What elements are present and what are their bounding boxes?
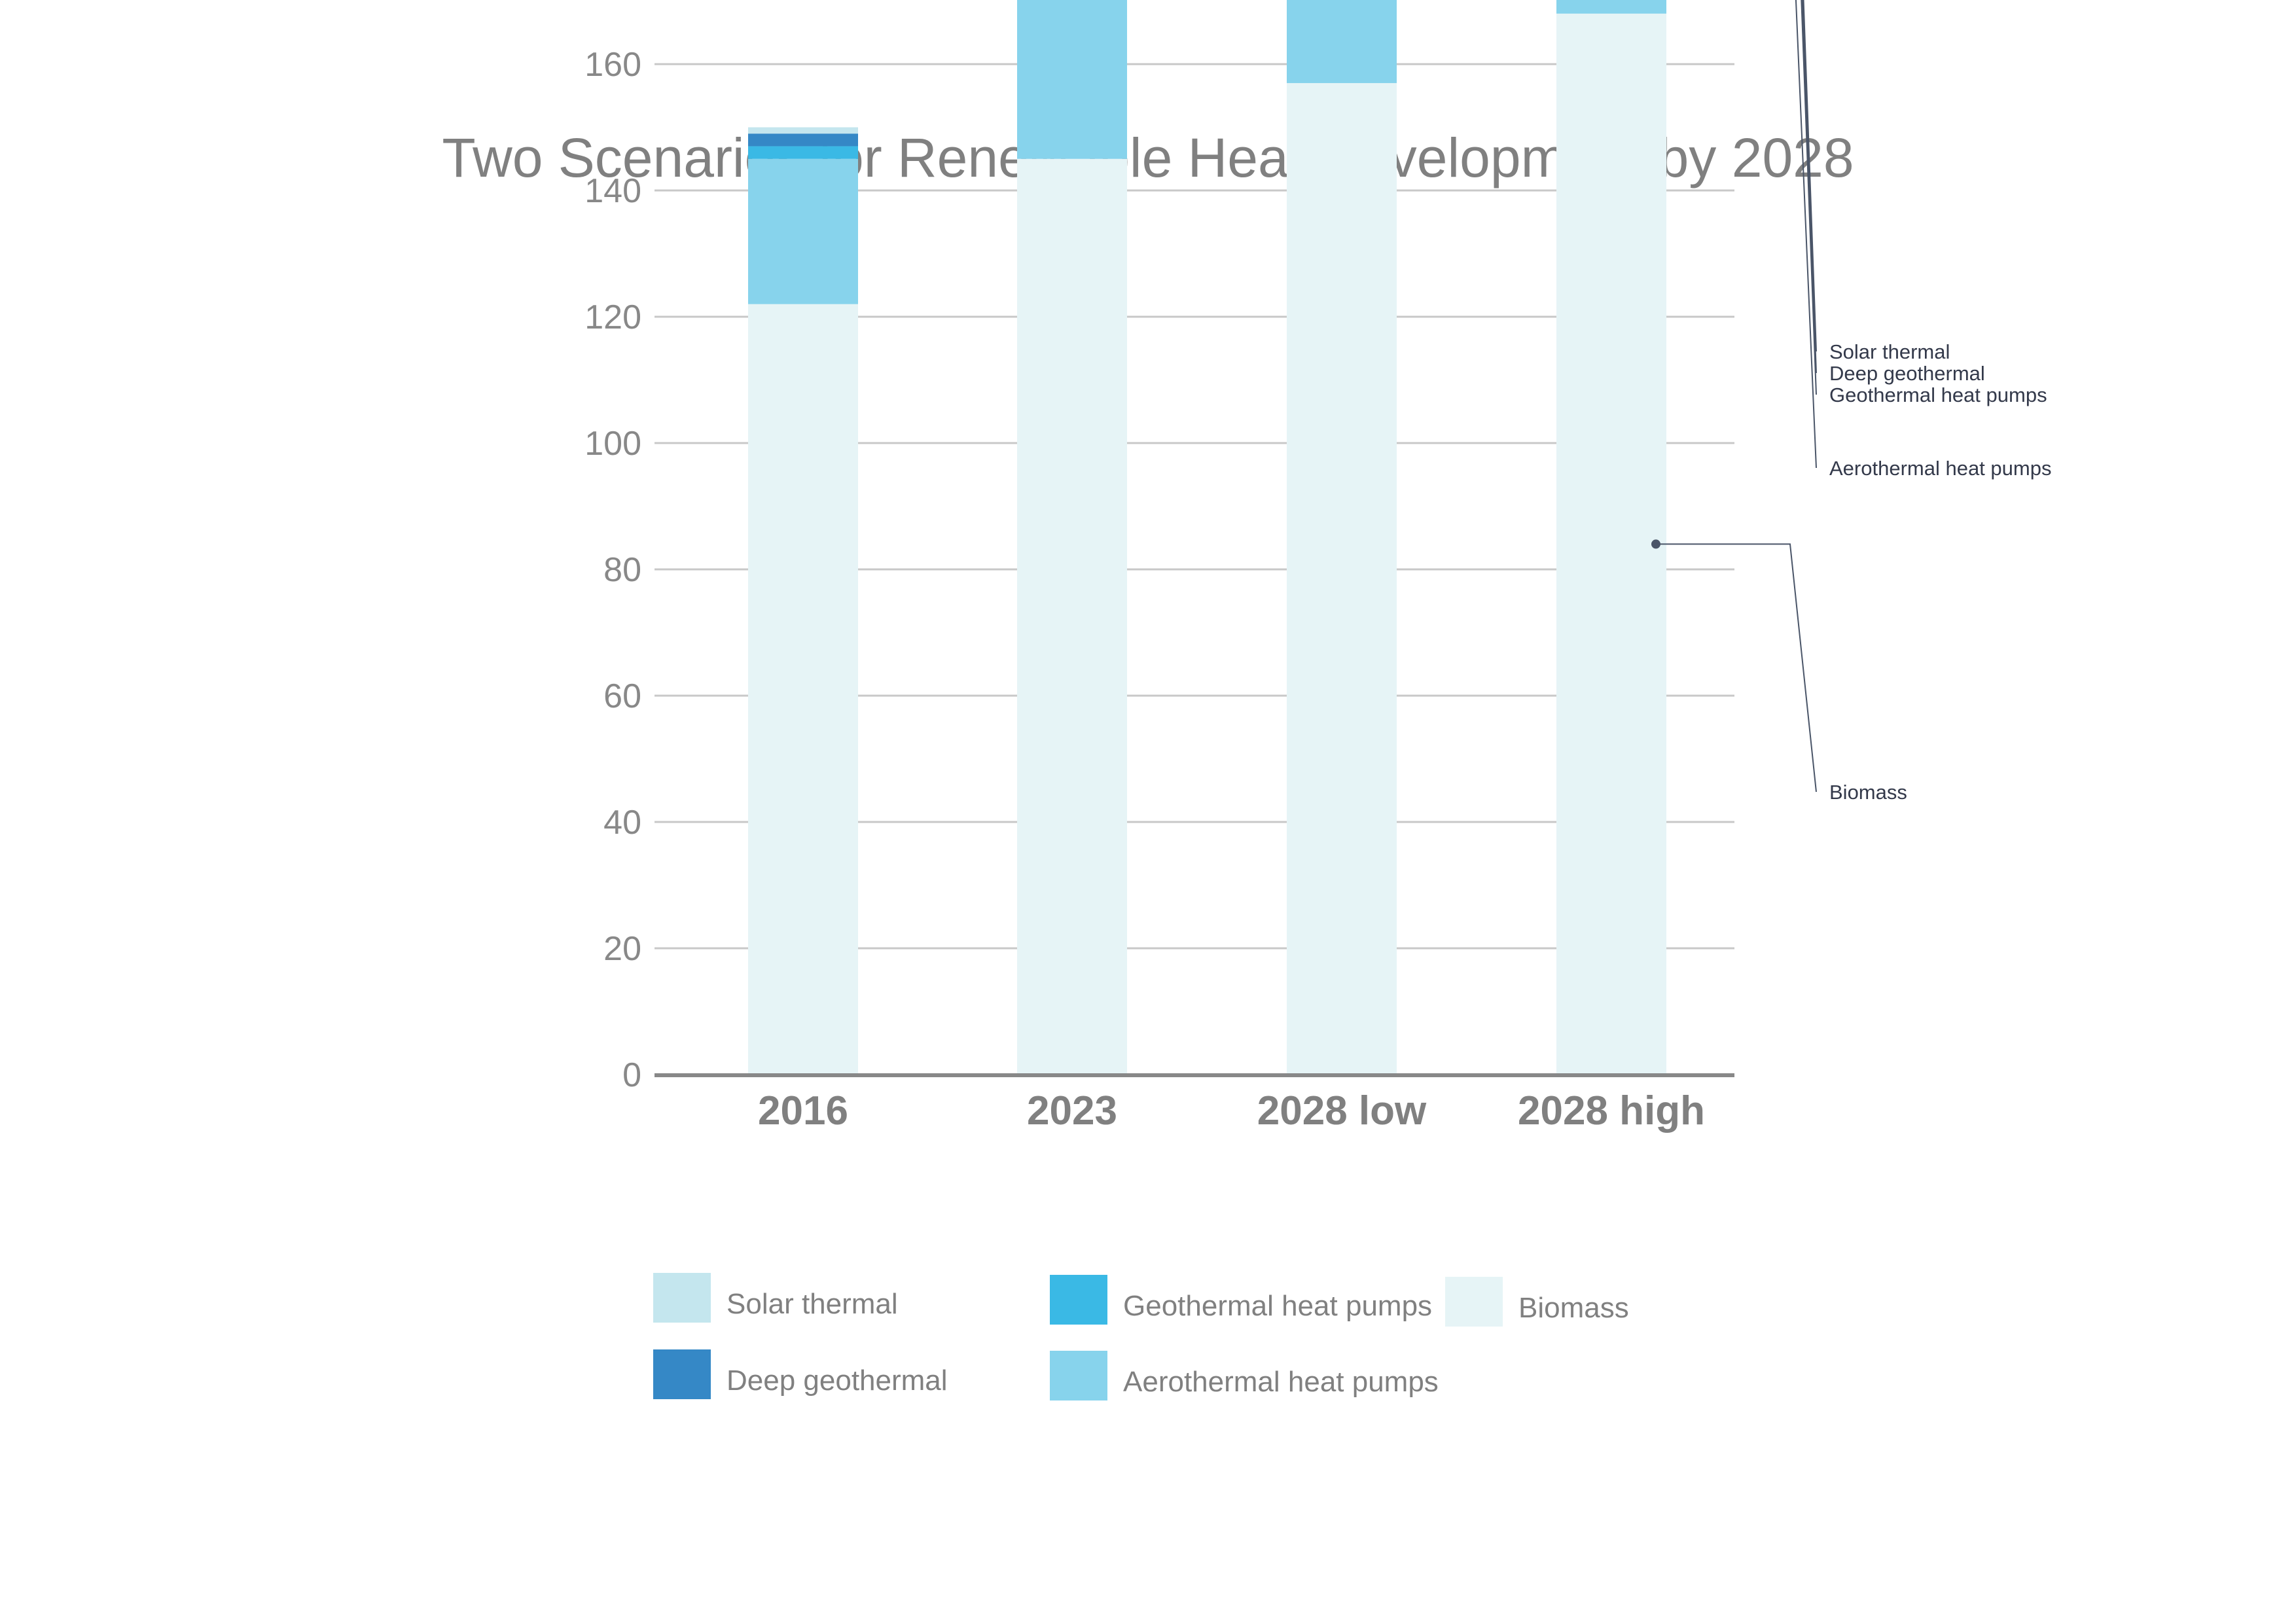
annotation-line-solar-thermal bbox=[1803, 0, 1817, 352]
annotation-label-biomass: Biomass bbox=[1829, 781, 1907, 804]
legend-label-deep-geothermal: Deep geothermal bbox=[726, 1364, 948, 1397]
bar-2016-aerothermal-heat-pumps bbox=[748, 158, 858, 304]
legend-swatch-geothermal-heat-pumps bbox=[1050, 1275, 1107, 1325]
bar-2023-biomass bbox=[1017, 158, 1127, 1075]
bar-2023-aerothermal-heat-pumps bbox=[1017, 0, 1127, 159]
bar-2028-high-biomass bbox=[1556, 13, 1666, 1075]
legend-swatch-deep-geothermal bbox=[653, 1349, 711, 1399]
legend-label-geothermal-heat-pumps: Geothermal heat pumps bbox=[1123, 1290, 1432, 1322]
y-tick-label-140: 140 bbox=[584, 172, 641, 210]
legend-swatch-biomass bbox=[1445, 1277, 1503, 1327]
bar-2016-deep-geothermal bbox=[748, 134, 858, 147]
x-tick-label-2028-high: 2028 high bbox=[1518, 1088, 1705, 1133]
annotation-label-deep-geothermal: Deep geothermal bbox=[1829, 362, 1985, 385]
y-tick-label-60: 60 bbox=[603, 677, 641, 715]
axis: 0204060801001201401601802002202016202320… bbox=[584, 46, 1734, 1133]
legend-swatch-solar-thermal bbox=[653, 1273, 711, 1323]
annotation-line-biomass bbox=[1656, 543, 1817, 793]
annotation-line-deep-geothermal bbox=[1802, 0, 1817, 374]
legend-swatch-aerothermal-heat-pumps bbox=[1050, 1351, 1107, 1400]
annotation-line-geothermal-heat-pumps bbox=[1801, 0, 1817, 395]
y-tick-label-40: 40 bbox=[603, 804, 641, 842]
annotation-line-aerothermal-heat-pumps bbox=[1795, 0, 1817, 469]
y-tick-label-20: 20 bbox=[603, 930, 641, 968]
bar-2028-low-biomass bbox=[1287, 82, 1397, 1075]
x-tick-label-2016: 2016 bbox=[758, 1088, 848, 1133]
legend-label-aerothermal-heat-pumps: Aerothermal heat pumps bbox=[1123, 1366, 1439, 1398]
bar-2016-geothermal-heat-pumps bbox=[748, 146, 858, 159]
annotation-label-aerothermal-heat-pumps: Aerothermal heat pumps bbox=[1829, 457, 2051, 480]
legend: Solar thermal Deep geothermal Geothermal h… bbox=[653, 1273, 1629, 1400]
bar-2028-low-aerothermal-heat-pumps bbox=[1287, 0, 1397, 83]
annotation-label-geothermal-heat-pumps: Geothermal heat pumps bbox=[1829, 383, 2047, 406]
y-tick-label-80: 80 bbox=[603, 551, 641, 589]
annotation-label-solar-thermal: Solar thermal bbox=[1829, 340, 1950, 363]
x-tick-label-2023: 2023 bbox=[1027, 1088, 1117, 1133]
y-tick-label-0: 0 bbox=[622, 1056, 641, 1094]
y-tick-label-120: 120 bbox=[584, 298, 641, 336]
bars bbox=[748, 0, 1666, 1075]
x-tick-label-2028-low: 2028 low bbox=[1257, 1088, 1427, 1133]
y-tick-label-100: 100 bbox=[584, 425, 641, 463]
bar-2028-high-aerothermal-heat-pumps bbox=[1556, 0, 1666, 14]
legend-label-solar-thermal: Solar thermal bbox=[726, 1288, 898, 1320]
legend-label-biomass: Biomass bbox=[1518, 1292, 1629, 1324]
y-tick-label-160: 160 bbox=[584, 46, 641, 84]
bar-2016-biomass bbox=[748, 304, 858, 1075]
bar-2016-solar-thermal bbox=[748, 127, 858, 134]
